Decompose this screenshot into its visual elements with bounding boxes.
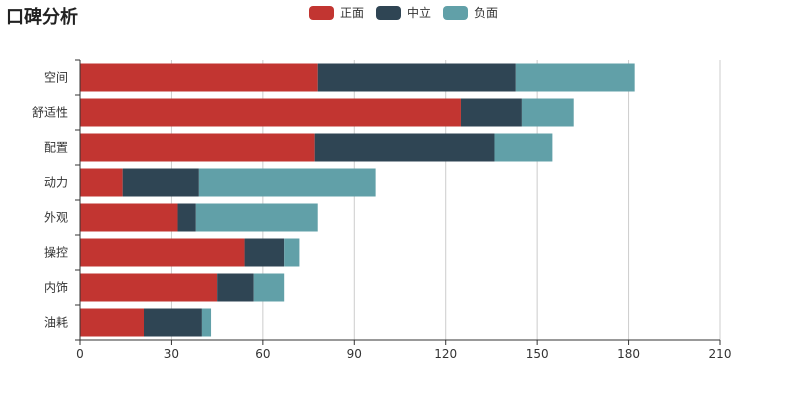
x-tick-label: 210 [709, 347, 732, 361]
y-tick-label: 动力 [44, 176, 68, 190]
bar[interactable] [122, 168, 199, 197]
legend-label-negative: 负面 [474, 6, 499, 20]
legend-label-neutral: 中立 [407, 6, 432, 20]
bar[interactable] [317, 63, 516, 92]
bar[interactable] [284, 238, 300, 267]
bar[interactable] [244, 238, 285, 267]
bar[interactable] [80, 238, 245, 267]
x-tick-label: 0 [76, 347, 84, 361]
bar[interactable] [314, 133, 495, 162]
legend-swatch-neutral [376, 5, 402, 20]
bar[interactable] [515, 63, 635, 92]
chart-title: 口碑分析 [6, 7, 78, 28]
bar[interactable] [253, 273, 285, 302]
x-tick-label: 90 [347, 347, 362, 361]
bar[interactable] [177, 203, 196, 232]
bar[interactable] [521, 98, 574, 127]
y-tick-label: 空间 [44, 71, 68, 85]
y-tick-label: 舒适性 [32, 106, 68, 120]
legend-swatch-negative [443, 5, 469, 20]
bar[interactable] [80, 273, 218, 302]
legend-label-positive: 正面 [340, 6, 365, 20]
y-tick-label: 操控 [44, 245, 68, 260]
x-tick-label: 60 [255, 347, 270, 361]
x-tick-label: 30 [164, 347, 179, 361]
bar[interactable] [494, 133, 553, 162]
y-tick-label: 外观 [44, 211, 68, 225]
bar[interactable] [80, 63, 318, 92]
x-tick-label: 120 [434, 347, 457, 361]
bar[interactable] [201, 308, 212, 337]
bar[interactable] [80, 203, 178, 232]
bar[interactable] [198, 168, 376, 197]
bar[interactable] [80, 308, 144, 337]
bar[interactable] [217, 273, 254, 302]
bar[interactable] [80, 98, 461, 127]
x-tick-label: 180 [617, 347, 640, 361]
bar[interactable] [80, 133, 315, 162]
legend-item-positive[interactable]: 正面 [309, 4, 364, 21]
y-tick-label: 配置 [44, 141, 68, 155]
legend-swatch-positive [309, 5, 334, 20]
bar[interactable] [80, 168, 123, 197]
bar[interactable] [144, 308, 202, 337]
legend-item-neutral[interactable]: 中立 [376, 4, 431, 21]
bar[interactable] [195, 203, 318, 232]
bar[interactable] [460, 98, 522, 127]
legend: 正面 中立 负面 [309, 4, 498, 21]
y-tick-label: 内饰 [44, 281, 68, 295]
legend-item-negative[interactable]: 负面 [443, 4, 498, 21]
y-tick-label: 油耗 [44, 316, 68, 330]
x-tick-label: 150 [526, 347, 549, 361]
